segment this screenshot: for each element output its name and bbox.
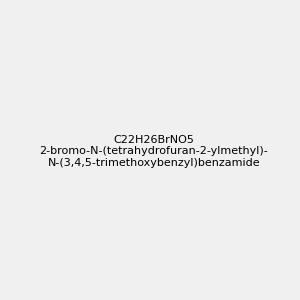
Text: C22H26BrNO5
2-bromo-N-(tetrahydrofuran-2-ylmethyl)-
N-(3,4,5-trimethoxybenzyl)be: C22H26BrNO5 2-bromo-N-(tetrahydrofuran-2… <box>39 135 268 168</box>
